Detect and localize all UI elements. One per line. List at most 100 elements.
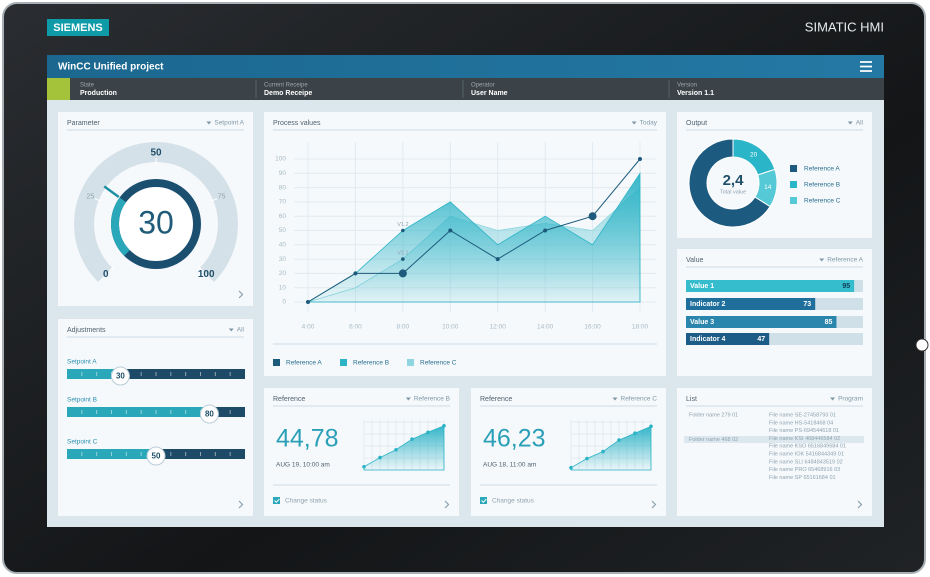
selector-arrow[interactable] — [206, 121, 212, 125]
legend-label: Reference B — [804, 182, 840, 189]
spark-point — [649, 424, 653, 429]
checkbox-mark[interactable] — [481, 498, 487, 504]
selector-arrow[interactable] — [819, 258, 825, 262]
slider-knob[interactable] — [110, 366, 130, 386]
series-line — [307, 158, 641, 303]
checkbox-mark[interactable] — [274, 498, 280, 504]
selector-arrow[interactable] — [612, 397, 618, 401]
panel-chevron[interactable] — [238, 290, 244, 299]
gauge-tick — [198, 266, 204, 272]
bar-label: Indicator 4 — [690, 336, 726, 343]
reference-value: 46,23 — [483, 425, 546, 453]
panel — [677, 249, 872, 376]
donut-segment — [754, 168, 778, 208]
panel-selector[interactable]: All — [237, 327, 245, 334]
list-row-selected — [684, 436, 864, 443]
gauge-tick-label: 50 — [150, 148, 162, 159]
gauge-band — [74, 142, 238, 282]
panel-chevron[interactable] — [444, 500, 450, 509]
slider-label: Setpoint B — [67, 397, 97, 404]
list-file[interactable]: File name KSO 6516849684 01 — [769, 444, 846, 450]
slider-knob[interactable] — [199, 404, 219, 424]
selector-arrow[interactable] — [228, 328, 234, 332]
bar — [686, 280, 855, 292]
slider-knob[interactable] — [146, 446, 166, 466]
panel — [58, 319, 253, 516]
list-file[interactable]: File name PRO 65468916 03 — [769, 467, 840, 473]
legend-label: Reference B — [353, 360, 389, 367]
gauge-tick — [94, 198, 101, 202]
x-tick-label: 10:00 — [442, 324, 459, 331]
list-file[interactable]: File name SE-27458793 01 — [769, 412, 836, 418]
bar — [686, 298, 816, 310]
spark-point — [633, 431, 637, 436]
menu-button[interactable] — [858, 60, 874, 73]
list-file[interactable]: File name SLI 6484843519 02 — [769, 459, 843, 465]
list-file[interactable]: File name HS-5418468 04 — [769, 420, 833, 426]
panel-selector[interactable]: Today — [640, 120, 658, 127]
status-bar — [47, 78, 884, 100]
reference-date: AUG 18, 11:00 am — [483, 462, 536, 469]
y-tick-label: 100 — [275, 156, 286, 163]
bar-label: Indicator 2 — [690, 301, 726, 308]
panel-title: Process values — [273, 120, 321, 127]
panel-selector[interactable]: Setpoint A — [214, 120, 244, 127]
series-point — [353, 271, 358, 276]
slider-label: Setpoint A — [67, 359, 97, 366]
selector-arrow[interactable] — [631, 121, 637, 125]
list-folder[interactable]: Folder name 279 01 — [689, 412, 738, 418]
spark-point — [585, 456, 589, 461]
status-label: Version — [677, 83, 697, 89]
spark-point — [442, 424, 446, 428]
panel-selector[interactable]: All — [856, 120, 864, 127]
checkbox[interactable] — [273, 497, 280, 504]
spark-point — [410, 437, 414, 441]
selector-arrow[interactable] — [405, 397, 411, 401]
series-point — [398, 269, 407, 278]
brand: SIEMENS — [53, 22, 103, 34]
gauge-tick — [108, 266, 114, 272]
panel-chevron[interactable] — [651, 500, 657, 509]
gauge-value: 30 — [138, 204, 174, 240]
annotation: V1.2 — [397, 222, 408, 228]
gauge-tick-label: 25 — [87, 194, 95, 201]
donut-label: 20 — [750, 151, 758, 158]
y-tick-label: 70 — [279, 199, 287, 206]
y-tick-label: 90 — [279, 170, 287, 177]
bar-label: Value 1 — [690, 283, 714, 290]
series-point — [448, 228, 453, 233]
spark-point — [601, 449, 605, 454]
panel-selector[interactable]: Reference A — [827, 257, 863, 264]
y-tick-label: 20 — [279, 270, 287, 277]
list-file[interactable]: File name PS-694544618 01 — [769, 428, 839, 434]
donut-center-label: Total value — [720, 189, 746, 195]
list-file[interactable]: File name IOK 5416844349 01 — [769, 451, 844, 457]
panel — [677, 388, 872, 516]
selector-arrow[interactable] — [830, 397, 836, 401]
bar-label: Value 3 — [690, 319, 714, 326]
reference-date: AUG 19, 10:00 am — [276, 462, 330, 469]
donut-segment — [688, 138, 771, 228]
panel-chevron[interactable] — [238, 500, 244, 509]
selector-arrow[interactable] — [847, 121, 853, 125]
checkbox-label[interactable]: Change status — [492, 498, 535, 505]
panel-chevron[interactable] — [857, 500, 863, 509]
menu-icon[interactable] — [860, 61, 872, 72]
checkbox-label[interactable]: Change status — [285, 498, 328, 505]
spark-point — [569, 465, 573, 470]
status-label: State — [80, 83, 95, 89]
bar — [686, 316, 837, 328]
slider-value: 50 — [152, 452, 161, 461]
list-folder[interactable]: Folder name 468 02 — [689, 437, 738, 443]
donut-center-value: 2,4 — [723, 172, 745, 189]
list-file[interactable]: File name KSI 468446584 02 — [769, 436, 840, 442]
panel-selector[interactable]: Reference B — [414, 396, 450, 403]
checkbox[interactable] — [480, 497, 487, 504]
panel-selector[interactable]: Program — [838, 396, 863, 403]
list-file[interactable]: File name SP 65161684 01 — [769, 475, 836, 481]
panel-title: Adjustments — [67, 327, 106, 334]
gauge-tick-label: 100 — [198, 269, 215, 280]
panel-selector[interactable]: Reference C — [621, 396, 658, 403]
x-tick-label: 16:00 — [584, 324, 601, 331]
